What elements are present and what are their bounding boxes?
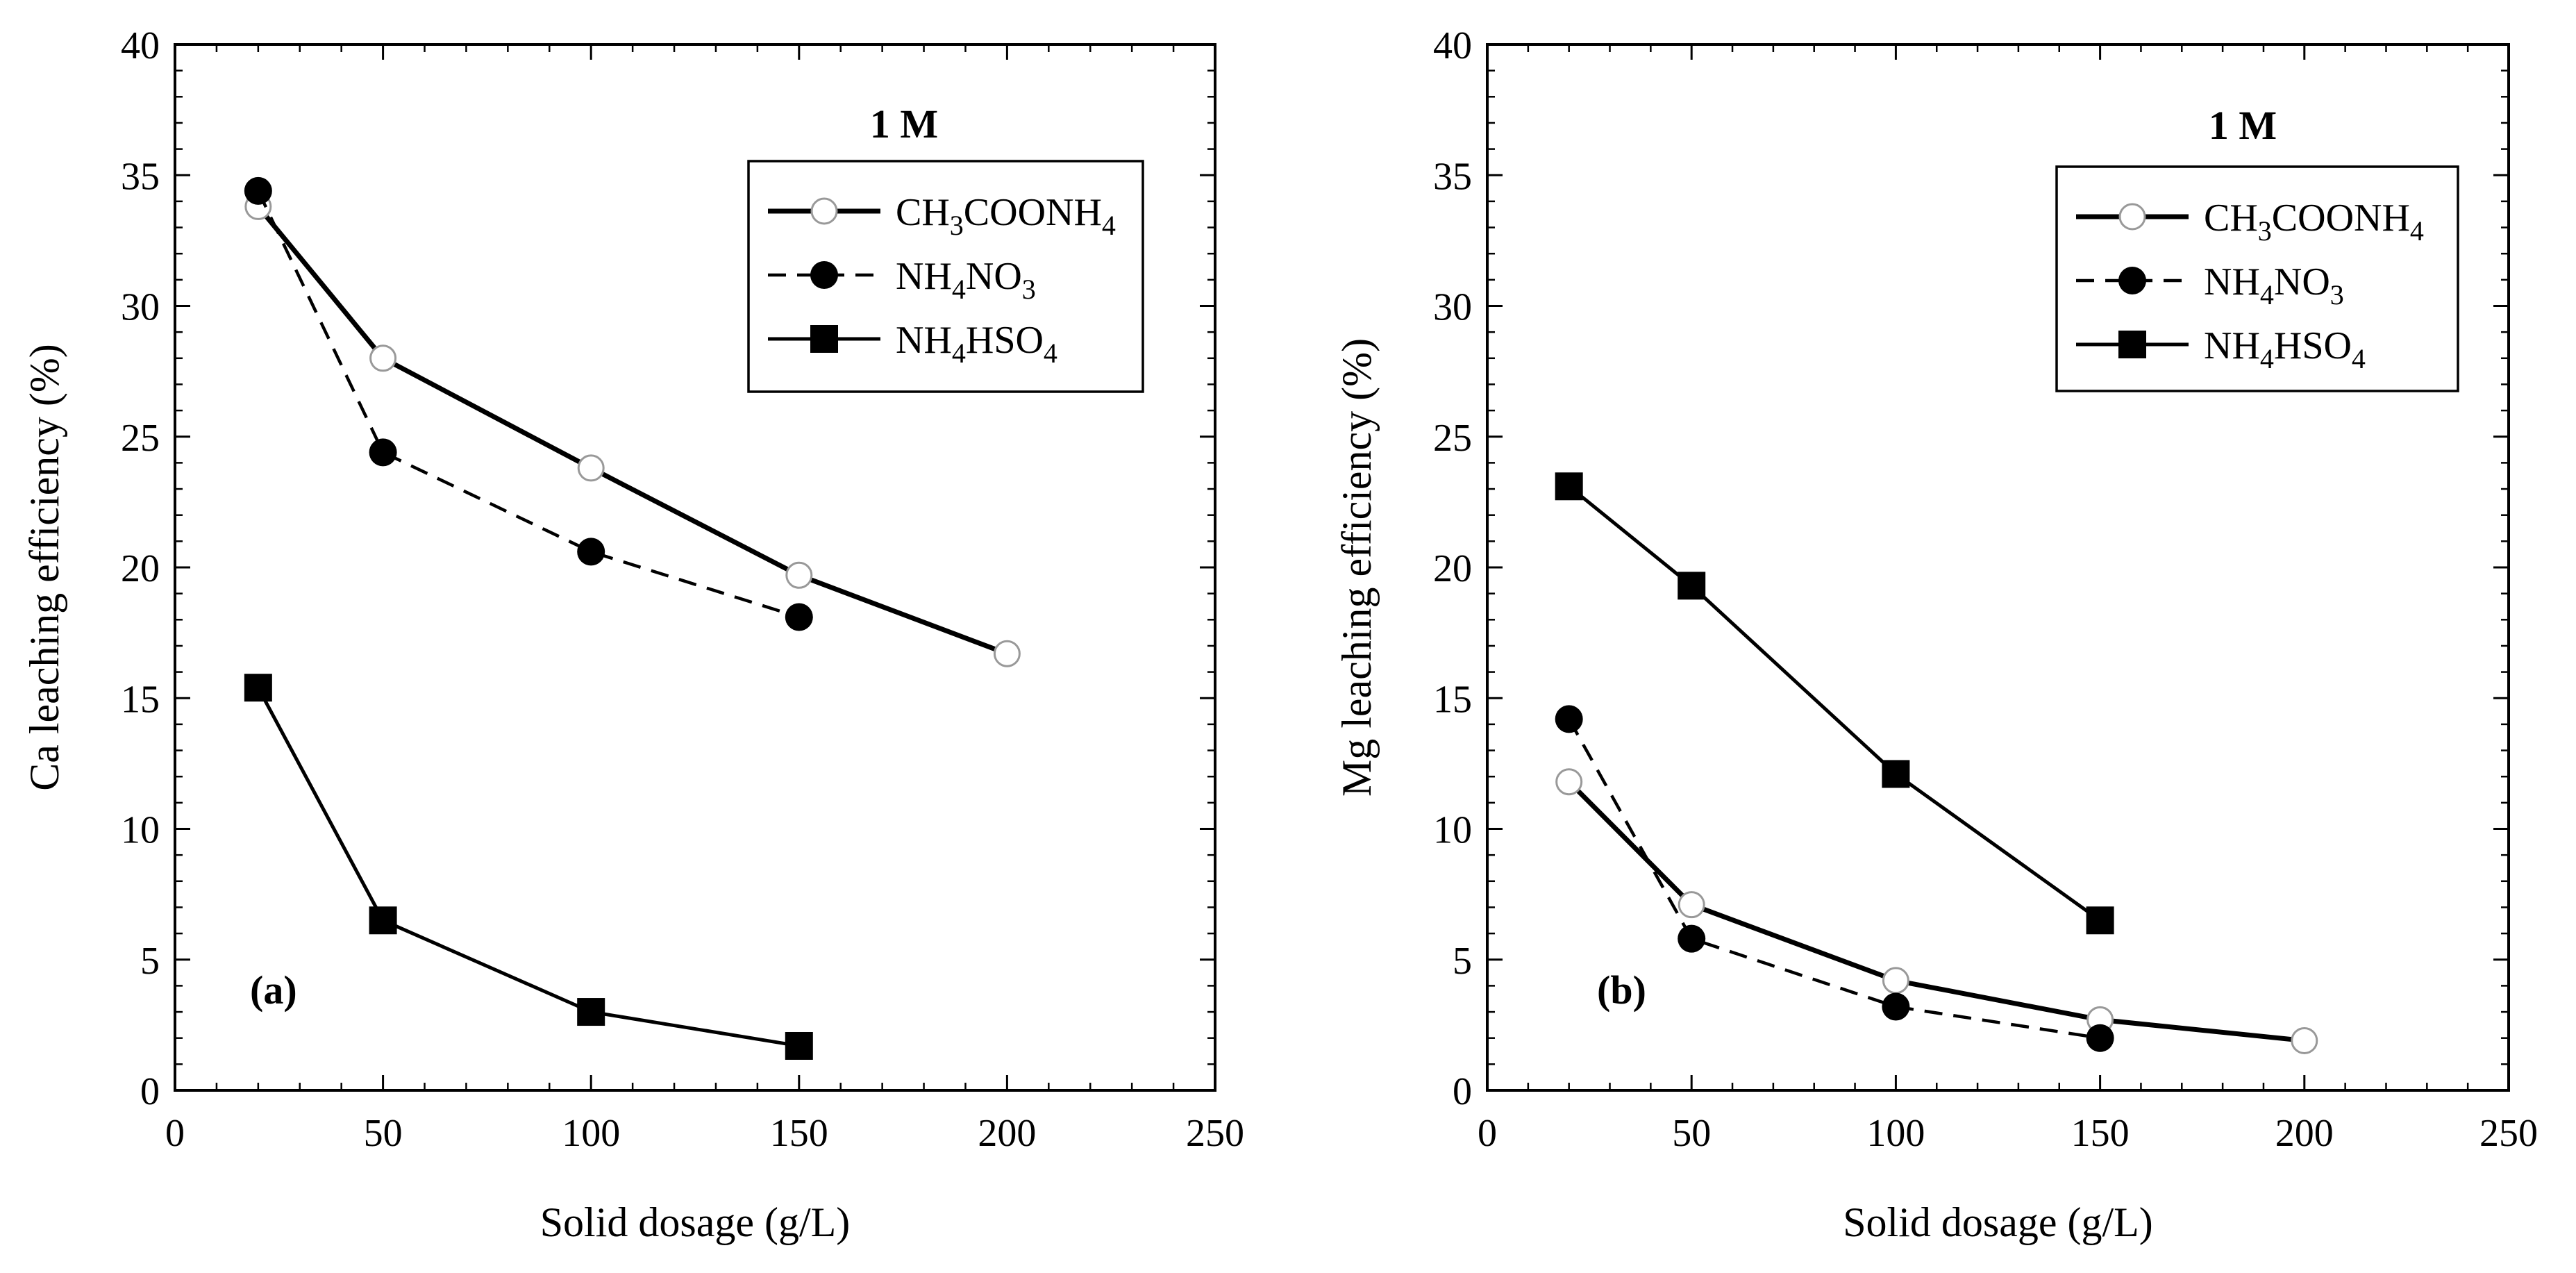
panel-a-y-tick-label: 30 (121, 286, 160, 329)
panel-b-series-2-point (1555, 472, 1583, 501)
panel-b-series-2-point (2086, 906, 2114, 935)
panel-a-y-tick-label: 25 (121, 417, 160, 460)
panel-a-series-2-point (785, 1031, 813, 1060)
panel-b-y-tick-label: 40 (1433, 24, 1472, 67)
panel-b-series-1-point (2086, 1024, 2114, 1052)
panel-a-series-line-1 (256, 190, 800, 619)
panel-a-series-0-point (369, 344, 397, 372)
panel-b-legend-marker-2 (2118, 331, 2146, 358)
panel-a-concentration-label: 1 M (870, 101, 938, 147)
panel-a-series-0-point (993, 640, 1021, 667)
panel-a-series-0-point (785, 561, 813, 589)
panel-a-y-tick-label: 0 (140, 1070, 160, 1113)
panel-b-x-tick-label: 150 (2071, 1112, 2130, 1155)
panel-a-y-axis-title: Ca leaching efficiency (%) (22, 344, 67, 791)
panel-b-legend-label-2: NH4HSO4 (2204, 324, 2366, 374)
panel-a-y-tick-label: 5 (140, 940, 160, 983)
panel-b-series-1-point (1678, 924, 1706, 953)
panel-b-y-tick-label: 25 (1433, 417, 1472, 460)
panel-b-x-tick-label: 100 (1866, 1112, 1925, 1155)
panel-b-panel-label: (b) (1597, 967, 1646, 1013)
panel-a-x-tick-label: 100 (562, 1112, 620, 1155)
panel-a-x-tick-label: 150 (770, 1112, 828, 1155)
panel-a-y-tick-label: 15 (121, 678, 160, 721)
panel-b-y-tick-label: 10 (1433, 809, 1472, 852)
panel-b-x-tick-label: 200 (2275, 1112, 2334, 1155)
panel-a-panel-label: (a) (250, 967, 297, 1013)
chart-panel-b: 0 50 100 150 200 250 0 5 10 15 20 25 30 35 40 Solid dos… (1334, 24, 2538, 1245)
panel-b-x-axis-title: Solid dosage (g/L) (1843, 1199, 2153, 1245)
panel-b-series-2-point (1678, 572, 1706, 600)
panel-b-series-1-point (1555, 705, 1583, 733)
panel-b-y-tick-label: 5 (1453, 940, 1472, 983)
panel-a-legend-label-2: NH4HSO4 (896, 319, 1057, 369)
panel-a-legend-label-1: NH4NO3 (896, 255, 1036, 305)
panel-b-y-tick-label: 20 (1433, 547, 1472, 590)
panel-b-x-tick-label: 50 (1672, 1112, 1711, 1155)
panel-b-series-0-point (1555, 768, 1583, 796)
panel-a-y-tick-label: 40 (121, 24, 160, 67)
panel-a-y-tick-label: 10 (121, 809, 160, 852)
panel-a-series-1-point (577, 538, 605, 566)
panel-a-y-tick-label: 35 (121, 155, 160, 198)
panel-a-y-tick-label: 20 (121, 547, 160, 590)
panel-a-legend-label-0: CH3COONH4 (896, 191, 1116, 241)
panel-b-legend-marker-1 (2118, 267, 2146, 294)
panel-a-x-tick-label: 50 (364, 1112, 403, 1155)
panel-a-series-2-point (577, 998, 605, 1026)
panel-a-legend-marker-2 (810, 325, 838, 353)
panel-b-series-0-point (1678, 891, 1705, 919)
panel-b-y-tick-label: 35 (1433, 155, 1472, 198)
panel-b-series-line-2 (1568, 485, 2102, 922)
panel-b-legend-label-0: CH3COONH4 (2204, 197, 2424, 247)
panel-a-series-2-point (244, 674, 272, 702)
panel-a-series-1-point (785, 603, 813, 631)
panel-a-legend-marker-0 (810, 197, 838, 225)
panel-a-series-1-point (244, 176, 272, 205)
panel-b-series-0-point (2291, 1026, 2318, 1054)
panel-b-series-0-point (1882, 967, 1909, 995)
panel-a-series-0-point (577, 454, 605, 482)
panel-a-x-tick-label: 200 (978, 1112, 1036, 1155)
panel-b-series-line-1 (1567, 718, 2100, 1040)
panel-b-series-1-point (1882, 992, 1910, 1021)
panel-b-y-tick-label: 30 (1433, 286, 1472, 329)
panel-a-series-2-point (369, 906, 397, 935)
panel-b-x-tick-label: 0 (1478, 1112, 1497, 1155)
panel-a-x-tick-label: 250 (1186, 1112, 1244, 1155)
panel-b-y-tick-label: 0 (1453, 1070, 1472, 1113)
panel-a-series-1-point (369, 438, 397, 467)
panel-a-legend-marker-1 (810, 261, 838, 289)
panel-b-legend-marker-0 (2118, 203, 2146, 231)
panel-b-legend-label-1: NH4NO3 (2204, 260, 2344, 310)
panel-a-x-axis-title: Solid dosage (g/L) (540, 1199, 851, 1245)
panel-b-x-tick-label: 250 (2479, 1112, 2538, 1155)
panel-a-series-line-2 (256, 687, 800, 1048)
chart-panel-a: 0 50 100 150 200 250 0 5 10 15 20 25 30 35 40 Solid dos… (22, 24, 1244, 1245)
panel-b-y-axis-title: Mg leaching efficiency (%) (1334, 338, 1380, 797)
panel-b-series-2-point (1882, 760, 1910, 788)
panel-b-concentration-label: 1 M (2209, 103, 2277, 148)
panel-a-x-tick-label: 0 (165, 1112, 185, 1155)
panel-b-y-tick-label: 15 (1433, 678, 1472, 721)
